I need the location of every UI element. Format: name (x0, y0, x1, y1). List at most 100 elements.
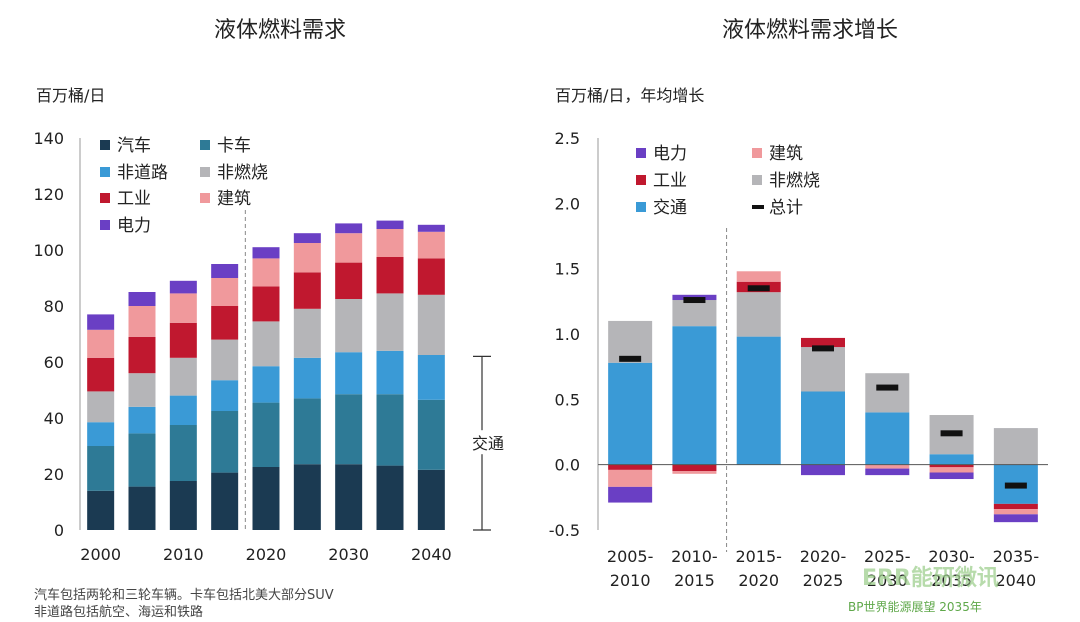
bar-segment-car (376, 465, 404, 530)
left-x-tick-label: 2020 (246, 545, 287, 564)
left-y-tick-label: 100 (33, 241, 64, 260)
bar-segment-truck (169, 425, 197, 481)
bar-segment-car (128, 486, 156, 530)
bar-segment-truck (87, 446, 115, 491)
bar-segment-truck (376, 394, 404, 466)
bar-segment-industry (672, 464, 717, 472)
right-x-tick-label: 2035 (931, 571, 972, 590)
bar-segment-nonburn (87, 391, 115, 423)
bar-segment-nonburn (252, 321, 280, 367)
total-marker (619, 355, 642, 362)
legend-label-power: 电力 (117, 216, 151, 236)
bar-segment-building (252, 258, 280, 287)
bar-segment-nonroad (376, 350, 404, 395)
bar-segment-transport (865, 412, 910, 465)
bar-segment-nonburn (801, 347, 845, 392)
legend-label-car: 汽车 (117, 136, 151, 156)
bar-segment-building (608, 469, 653, 487)
bar-segment-industry (335, 262, 363, 299)
total-marker (940, 430, 963, 437)
bar-segment-nonroad (169, 395, 197, 425)
bar-segment-car (169, 481, 197, 530)
bar-segment-nonburn (211, 339, 239, 381)
left-y-tick-label: 140 (33, 129, 64, 148)
bar-segment-nonburn (335, 299, 363, 353)
bar-segment-nonroad (417, 355, 445, 400)
bar-segment-building (417, 231, 445, 259)
left-x-tick-label: 2030 (328, 545, 369, 564)
legend-swatch-truck (200, 140, 210, 150)
right-y-tick-label: 0.5 (555, 390, 580, 409)
bar-segment-industry (293, 272, 321, 309)
legend-swatch-industry (100, 193, 110, 203)
bar-segment-industry (252, 286, 280, 322)
right-x-tick-label: 2010- (671, 547, 718, 566)
bar-segment-nonburn (608, 320, 653, 363)
right-x-tick-label: 2025 (803, 571, 844, 590)
bar-segment-car (335, 464, 363, 530)
right-x-tick-label: 2020- (800, 547, 847, 566)
right-y-tick-label: 2.5 (555, 129, 580, 148)
legend-label-power: 电力 (653, 144, 687, 164)
legend-swatch-car (100, 140, 110, 150)
bar-segment-power (87, 314, 115, 330)
bar-segment-truck (128, 433, 156, 487)
bar-segment-power (211, 264, 239, 278)
legend-swatch-nonroad (100, 167, 110, 177)
bar-segment-power (417, 224, 445, 232)
bar-segment-building (929, 467, 974, 473)
bar-segment-industry (128, 336, 156, 374)
bar-segment-nonburn (417, 294, 445, 355)
legend-label-truck: 卡车 (217, 136, 251, 156)
legend-label-industry: 工业 (653, 171, 687, 191)
bar-segment-truck (211, 411, 239, 473)
bar-segment-nonroad (335, 352, 363, 395)
bar-segment-transport (672, 326, 717, 465)
legend-swatch-nonburn (752, 175, 762, 185)
bar-segment-nonburn (169, 357, 197, 396)
bar-segment-building (672, 471, 717, 474)
legend-swatch-nonburn (200, 167, 210, 177)
bar-segment-transport (801, 391, 845, 465)
bar-segment-car (293, 464, 321, 530)
bar-segment-car (87, 490, 115, 530)
right-y-tick-label: 2.0 (555, 194, 580, 213)
left-y-tick-label: 80 (44, 297, 64, 316)
bar-segment-nonroad (128, 406, 156, 434)
transport-bracket-gap (468, 430, 496, 455)
bar-segment-power (929, 472, 974, 480)
watermark-subtext: BP世界能源展望 2035年 (848, 600, 982, 614)
total-marker (747, 285, 770, 292)
bar-segment-nonburn (376, 293, 404, 351)
right-x-tick-label: 2030- (928, 547, 975, 566)
right-x-tick-label: 2030 (867, 571, 908, 590)
left-unit-label: 百万桶/日 (36, 86, 106, 105)
bar-segment-power (128, 292, 156, 306)
legend-label-building: 建筑 (217, 189, 251, 209)
bar-segment-nonroad (87, 422, 115, 446)
bar-segment-industry (376, 257, 404, 294)
bar-segment-building (335, 233, 363, 263)
bar-segment-transport (608, 362, 653, 465)
bar-segment-nonburn (736, 292, 781, 337)
legend-swatch-building (752, 148, 762, 158)
bar-segment-building (211, 278, 239, 306)
legend-label-nonburn: 非燃烧 (769, 171, 820, 191)
bar-segment-industry (87, 357, 115, 392)
left-x-tick-label: 2000 (80, 545, 121, 564)
bar-segment-industry (929, 464, 974, 468)
left-x-tick-label: 2040 (411, 545, 452, 564)
right-x-tick-label: 2005- (607, 547, 654, 566)
left-y-tick-label: 40 (44, 409, 64, 428)
right-x-tick-label: 2040 (995, 571, 1036, 590)
bar-segment-car (417, 469, 445, 530)
legend-label-nonroad: 非道路 (117, 163, 168, 183)
bar-segment-nonroad (211, 380, 239, 411)
bar-segment-industry (608, 464, 653, 470)
bar-segment-power (801, 464, 845, 476)
bar-segment-transport (736, 336, 781, 465)
bar-segment-building (293, 243, 321, 273)
footnote-1: 汽车包括两轮和三轮车辆。卡车包括北美大部分SUV (34, 588, 334, 603)
bar-segment-industry (169, 322, 197, 358)
